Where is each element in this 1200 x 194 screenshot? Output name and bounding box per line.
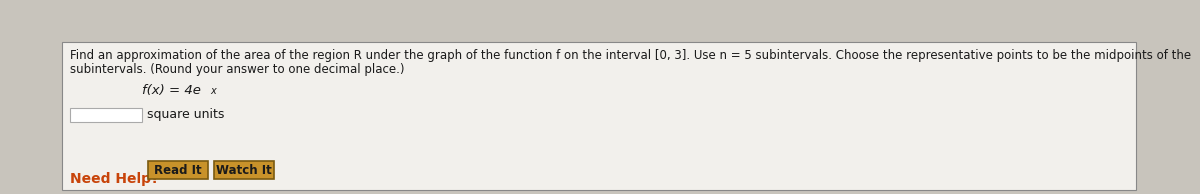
FancyBboxPatch shape: [214, 161, 274, 179]
Text: Find an approximation of the area of the region R under the graph of the functio: Find an approximation of the area of the…: [70, 49, 1192, 62]
FancyBboxPatch shape: [70, 108, 142, 122]
Text: square units: square units: [148, 108, 224, 121]
Text: x: x: [210, 86, 216, 96]
Text: subintervals. (Round your answer to one decimal place.): subintervals. (Round your answer to one …: [70, 63, 404, 76]
FancyBboxPatch shape: [62, 42, 1136, 190]
Text: Read It: Read It: [154, 164, 202, 177]
FancyBboxPatch shape: [148, 161, 208, 179]
Text: f(x) = 4e: f(x) = 4e: [142, 84, 200, 97]
Text: Watch It: Watch It: [216, 164, 272, 177]
Text: Need Help?: Need Help?: [70, 172, 160, 186]
